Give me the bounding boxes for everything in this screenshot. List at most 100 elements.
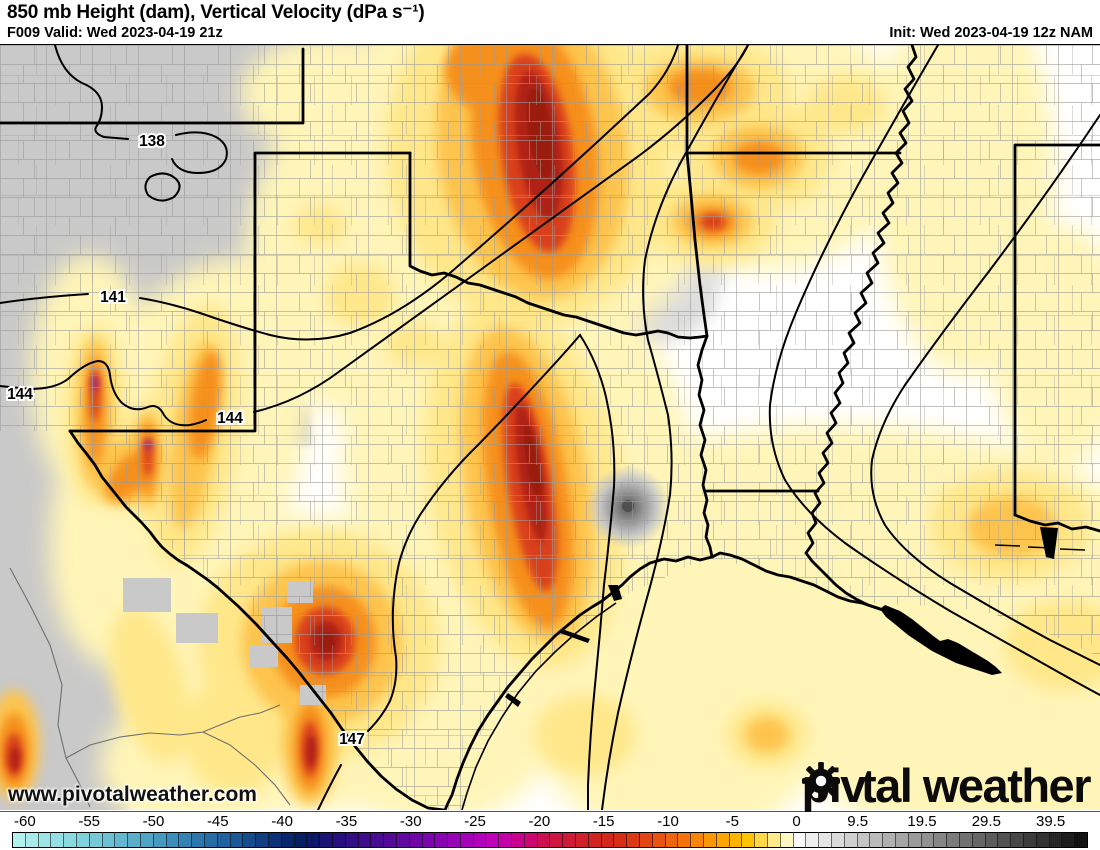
colorbar-cell <box>729 833 743 847</box>
forecast-valid-time: F009 Valid: Wed 2023-04-19 21z <box>7 25 223 41</box>
colorbar-cell <box>512 833 525 847</box>
map-canvas[interactable]: 138 141 144 144 147 www.pivotalweather.com p… <box>0 44 1100 812</box>
colorbar-cell <box>76 833 90 847</box>
colorbar-cell <box>665 833 679 847</box>
colorbar-cell <box>102 833 116 847</box>
colorbar-cell <box>448 833 461 847</box>
contour-label: 144 <box>7 386 33 403</box>
colorbar-tick: -60 <box>14 813 36 830</box>
colorbar-cell <box>588 833 602 847</box>
colorbar-tick: 29.5 <box>971 813 1001 830</box>
colorbar-cell <box>550 833 564 847</box>
colorbar-cell <box>883 833 896 847</box>
colorbar-cell <box>38 833 52 847</box>
colorbar-cell <box>13 833 26 847</box>
colorbar-cell <box>998 833 1012 847</box>
colorbar-tick: -30 <box>399 813 422 830</box>
colorbar-cell <box>691 833 705 847</box>
map-header: 850 mb Height (dam), Vertical Velocity (… <box>0 0 1100 44</box>
colorbar-tick: -40 <box>271 813 293 830</box>
colorbar-cell <box>435 833 449 847</box>
colorbar-cell <box>320 833 333 847</box>
colorbar-cell <box>793 833 807 847</box>
colorbar-cell <box>1075 833 1087 847</box>
colorbar-cell <box>972 833 986 847</box>
colorbar-cell <box>947 833 960 847</box>
colorbar-tick: -10 <box>657 813 679 830</box>
colorbar-cell <box>409 833 423 847</box>
weather-map-graphic: 138 141 144 144 147 <box>0 45 1100 810</box>
colorbar-cell <box>895 833 909 847</box>
colorbar-cell <box>1036 833 1050 847</box>
colorbar-tick-labels: -60 -55 -50 -45 -40 -35 -30 -25 -20 -15 -10 -5 0 9.5 1… <box>0 813 1100 831</box>
colorbar-tick: -45 <box>206 813 229 830</box>
colorbar-cell <box>460 833 474 847</box>
map-title: 850 mb Height (dam), Vertical Velocity (… <box>7 2 425 23</box>
colorbar-cell <box>563 833 577 847</box>
logo-text-right: tal weather <box>860 759 1092 812</box>
mexico-state-lines <box>9 567 291 808</box>
pivotal-weather-logo: piv tal <box>801 759 1092 812</box>
colorbar-cell <box>384 833 397 847</box>
colorbar-cell <box>627 833 641 847</box>
colorbar-cell <box>819 833 832 847</box>
colorbar-cell <box>204 833 218 847</box>
colorbar-cell <box>755 833 769 847</box>
colorbar-cell <box>294 833 308 847</box>
colorbar-cell <box>140 833 154 847</box>
contour-label: 138 <box>139 133 165 150</box>
colorbar-cell <box>1023 833 1037 847</box>
colorbar-cell <box>230 833 244 847</box>
colorbar-tick: -50 <box>142 813 165 830</box>
colorbar-cell <box>256 833 269 847</box>
colorbar-tick: -5 <box>725 813 739 830</box>
colorbar-cell <box>192 833 205 847</box>
colorbar-tick: -15 <box>592 813 615 830</box>
colorbar-cell <box>742 833 756 847</box>
colorbar-cell <box>243 833 257 847</box>
colorbar-cell <box>1062 833 1076 847</box>
colorbar-cell <box>768 833 781 847</box>
colorbar-cell <box>89 833 103 847</box>
colorbar-cell <box>614 833 628 847</box>
colorbar-cell <box>217 833 231 847</box>
colorbar-cell <box>1049 833 1063 847</box>
colorbar-tick: 9.5 <box>847 813 869 830</box>
colorbar-cell <box>921 833 935 847</box>
contour-label-group: 138 141 144 144 147 <box>5 131 367 750</box>
colorbar-cell <box>307 833 321 847</box>
colorbar-cell <box>25 833 39 847</box>
colorbar-cell <box>396 833 410 847</box>
colorbar-tick: 39.5 <box>1036 813 1066 830</box>
colorbar-tick: 0 <box>792 813 801 830</box>
colorbar-cell <box>934 833 948 847</box>
colorbar-cell <box>806 833 820 847</box>
colorbar-tick: -25 <box>464 813 486 830</box>
colorbar-tick: -55 <box>78 813 101 830</box>
colorbar-cell <box>985 833 999 847</box>
colorbar-cell <box>844 833 858 847</box>
colorbar-cell <box>704 833 717 847</box>
colorbar-cell <box>857 833 871 847</box>
colorbar-cell <box>345 833 359 847</box>
model-init-time: Init: Wed 2023-04-19 12z NAM <box>889 25 1093 41</box>
county-boundaries <box>0 45 1100 810</box>
colorbar-scale <box>12 832 1088 848</box>
colorbar-cell <box>499 833 513 847</box>
colorbar-tick: 19.5 <box>907 813 937 830</box>
colorbar-cell <box>128 833 141 847</box>
height-contours <box>0 45 1100 810</box>
colorbar-cell <box>332 833 346 847</box>
colorbar-cell <box>51 833 65 847</box>
colorbar-cell <box>678 833 692 847</box>
colorbar-cell <box>115 833 129 847</box>
colorbar-cell <box>908 833 922 847</box>
colorbar-cell <box>640 833 653 847</box>
colorbar-cell <box>358 833 372 847</box>
contour-label: 144 <box>217 410 243 427</box>
watermark-url: www.pivotalweather.com <box>8 783 257 806</box>
colorbar-cell <box>268 833 282 847</box>
colorbar-cell <box>486 833 500 847</box>
barrier-islands <box>461 544 1086 810</box>
colorbar-cell <box>281 833 295 847</box>
